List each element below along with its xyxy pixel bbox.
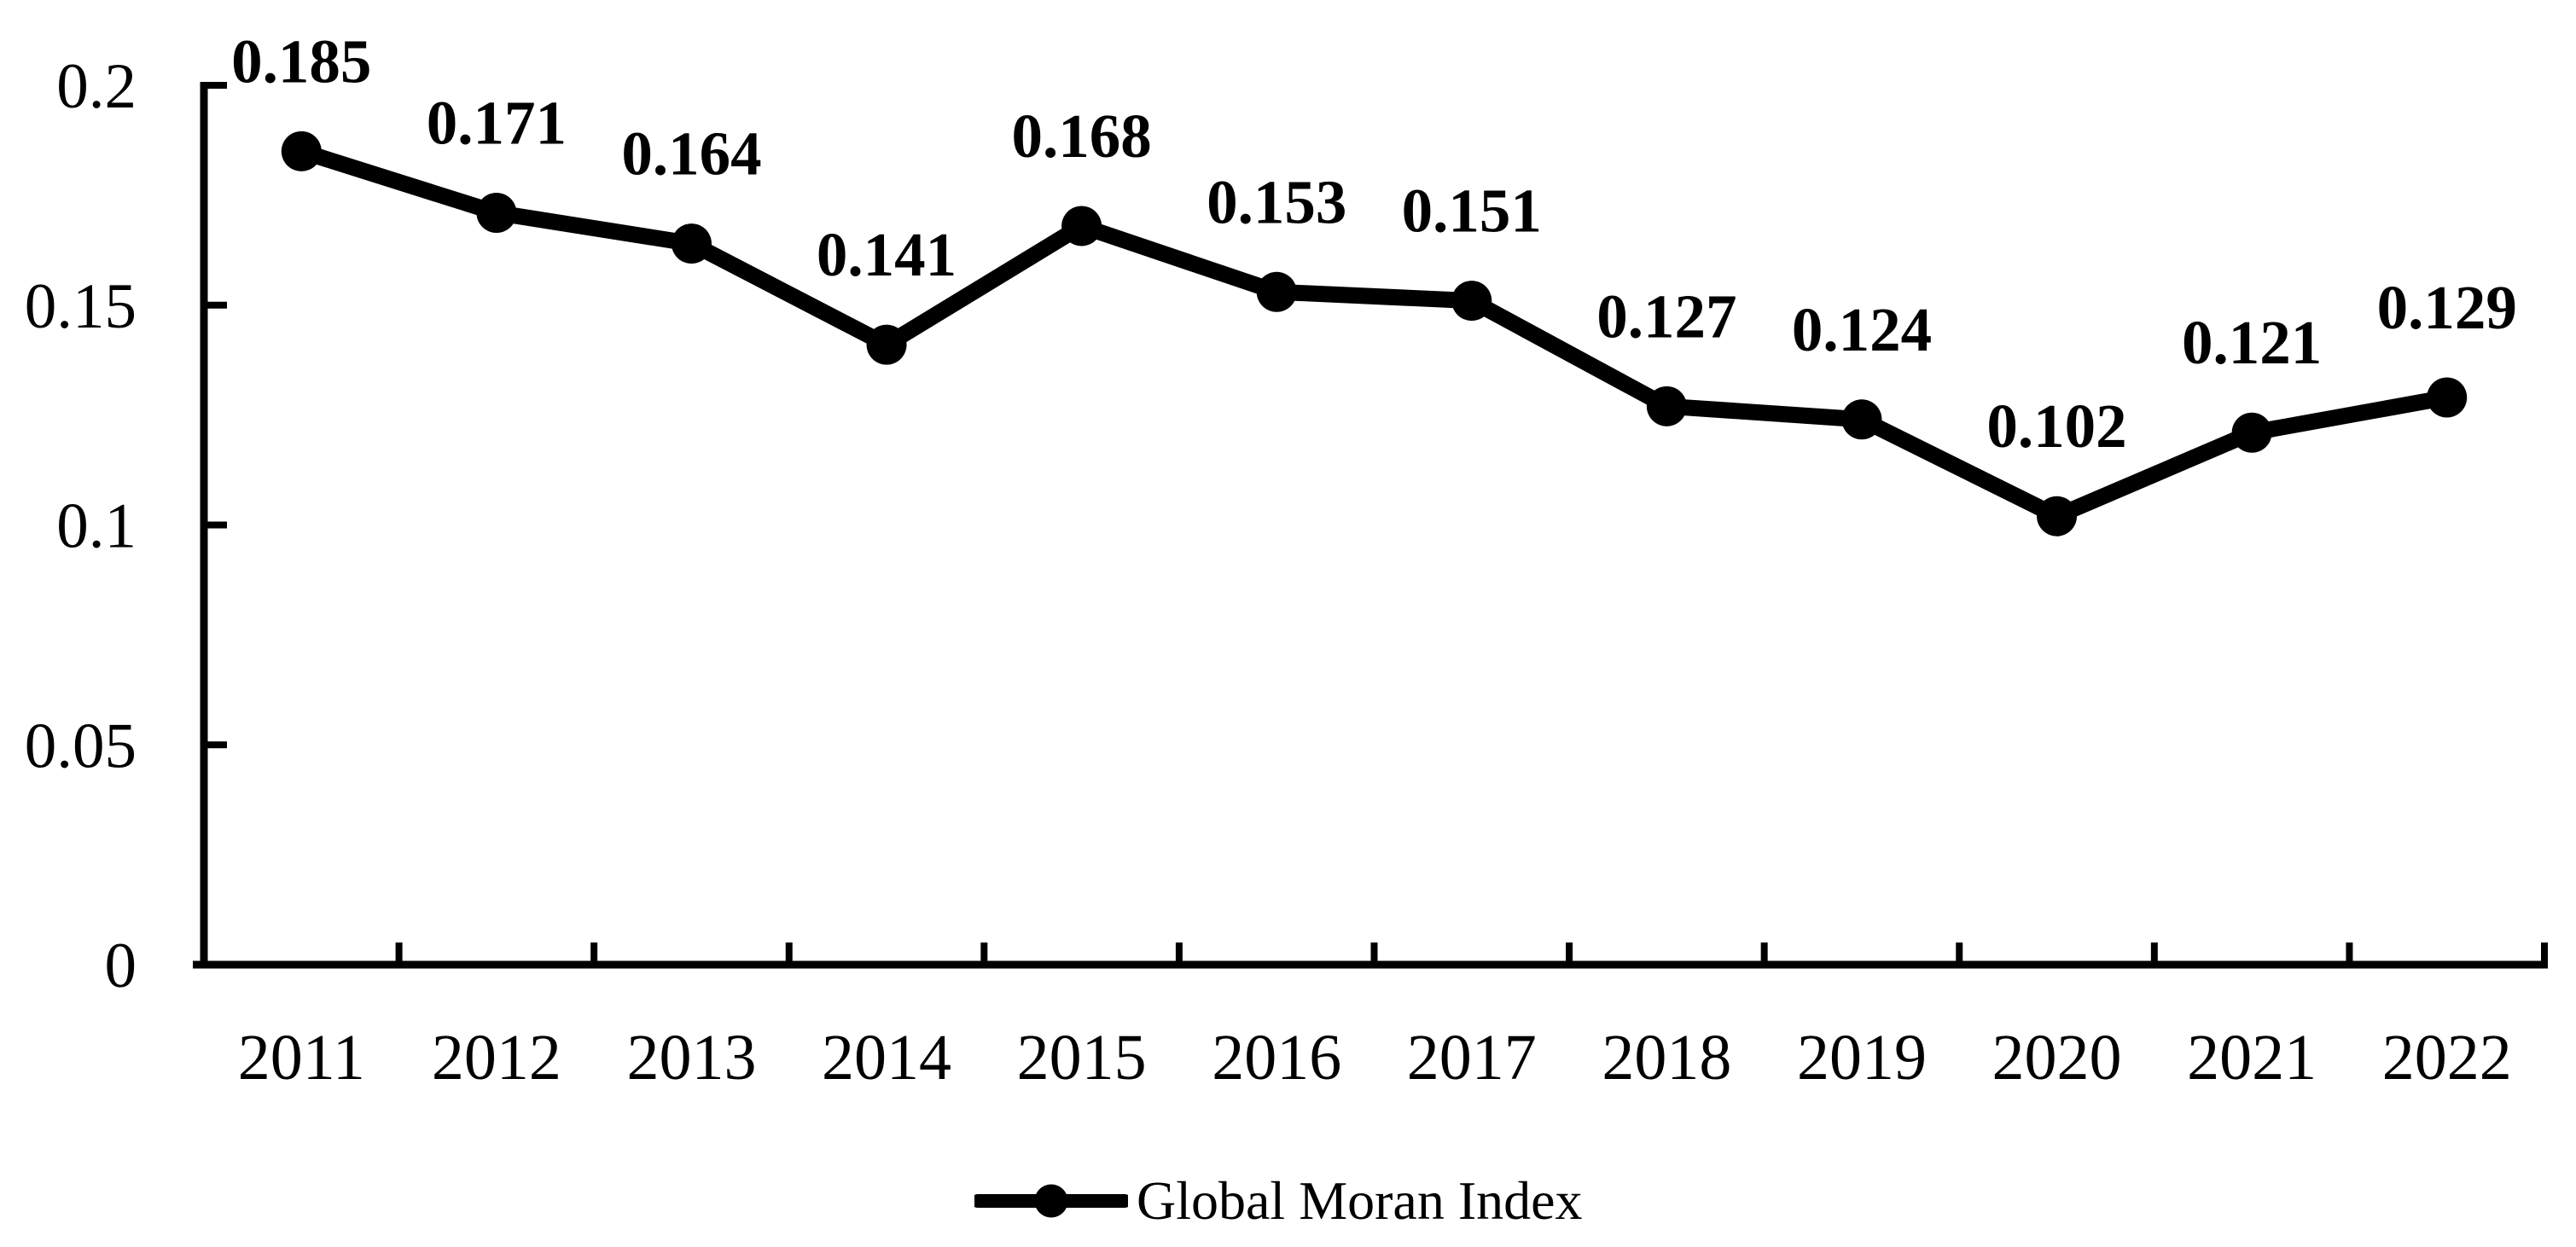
x-tick-label: 2021 bbox=[2187, 1022, 2317, 1093]
data-label: 0.129 bbox=[2377, 273, 2517, 342]
x-tick-label: 2022 bbox=[2382, 1022, 2512, 1093]
data-point-marker bbox=[1061, 206, 1102, 246]
data-label: 0.168 bbox=[1012, 102, 1152, 171]
legend-series-label: Global Moran Index bbox=[1137, 1170, 1583, 1231]
data-point-marker bbox=[281, 130, 322, 171]
x-tick-label: 2011 bbox=[238, 1022, 365, 1093]
legend: Global Moran Index bbox=[974, 1162, 1583, 1240]
data-label: 0.185 bbox=[231, 26, 371, 96]
y-tick-label: 0.15 bbox=[25, 271, 137, 342]
data-point-marker bbox=[866, 324, 907, 365]
series-line bbox=[293, 142, 2456, 525]
x-tick-label: 2012 bbox=[432, 1022, 561, 1093]
x-tick-label: 2014 bbox=[822, 1022, 951, 1093]
x-tick-label: 2020 bbox=[1992, 1022, 2122, 1093]
data-label: 0.102 bbox=[1986, 392, 2126, 461]
x-tick-label: 2017 bbox=[1407, 1022, 1537, 1093]
y-tick-label: 0.2 bbox=[56, 51, 137, 122]
y-tick-label: 0 bbox=[105, 931, 137, 1001]
data-point-marker bbox=[1841, 399, 1882, 440]
data-point-marker bbox=[1451, 281, 1492, 322]
x-tick-label: 2018 bbox=[1602, 1022, 1731, 1093]
data-label: 0.153 bbox=[1207, 167, 1346, 236]
data-label: 0.127 bbox=[1596, 281, 1736, 351]
data-label: 0.121 bbox=[2182, 308, 2322, 377]
y-tick-label: 0.1 bbox=[56, 491, 137, 562]
data-label: 0.124 bbox=[1792, 295, 1932, 364]
x-tick-label: 2015 bbox=[1017, 1022, 1147, 1093]
x-tick-label: 2016 bbox=[1212, 1022, 1341, 1093]
data-label: 0.141 bbox=[817, 220, 957, 289]
data-point-marker bbox=[2037, 496, 2078, 536]
data-point-marker bbox=[2427, 377, 2468, 418]
data-label: 0.164 bbox=[621, 119, 761, 188]
y-tick-label: 0.05 bbox=[25, 710, 137, 781]
data-point-marker bbox=[476, 192, 517, 233]
data-point-marker bbox=[671, 223, 712, 264]
data-point-marker bbox=[1646, 386, 1687, 426]
x-tick-label: 2019 bbox=[1797, 1022, 1927, 1093]
data-point-marker bbox=[1256, 271, 1297, 312]
x-tick-label: 2013 bbox=[626, 1022, 756, 1093]
legend-line-marker-icon bbox=[974, 1184, 1128, 1218]
legend-circle-marker bbox=[1034, 1184, 1068, 1218]
data-point-marker bbox=[2231, 412, 2272, 453]
data-label: 0.151 bbox=[1402, 177, 1542, 246]
data-label: 0.171 bbox=[427, 88, 567, 157]
